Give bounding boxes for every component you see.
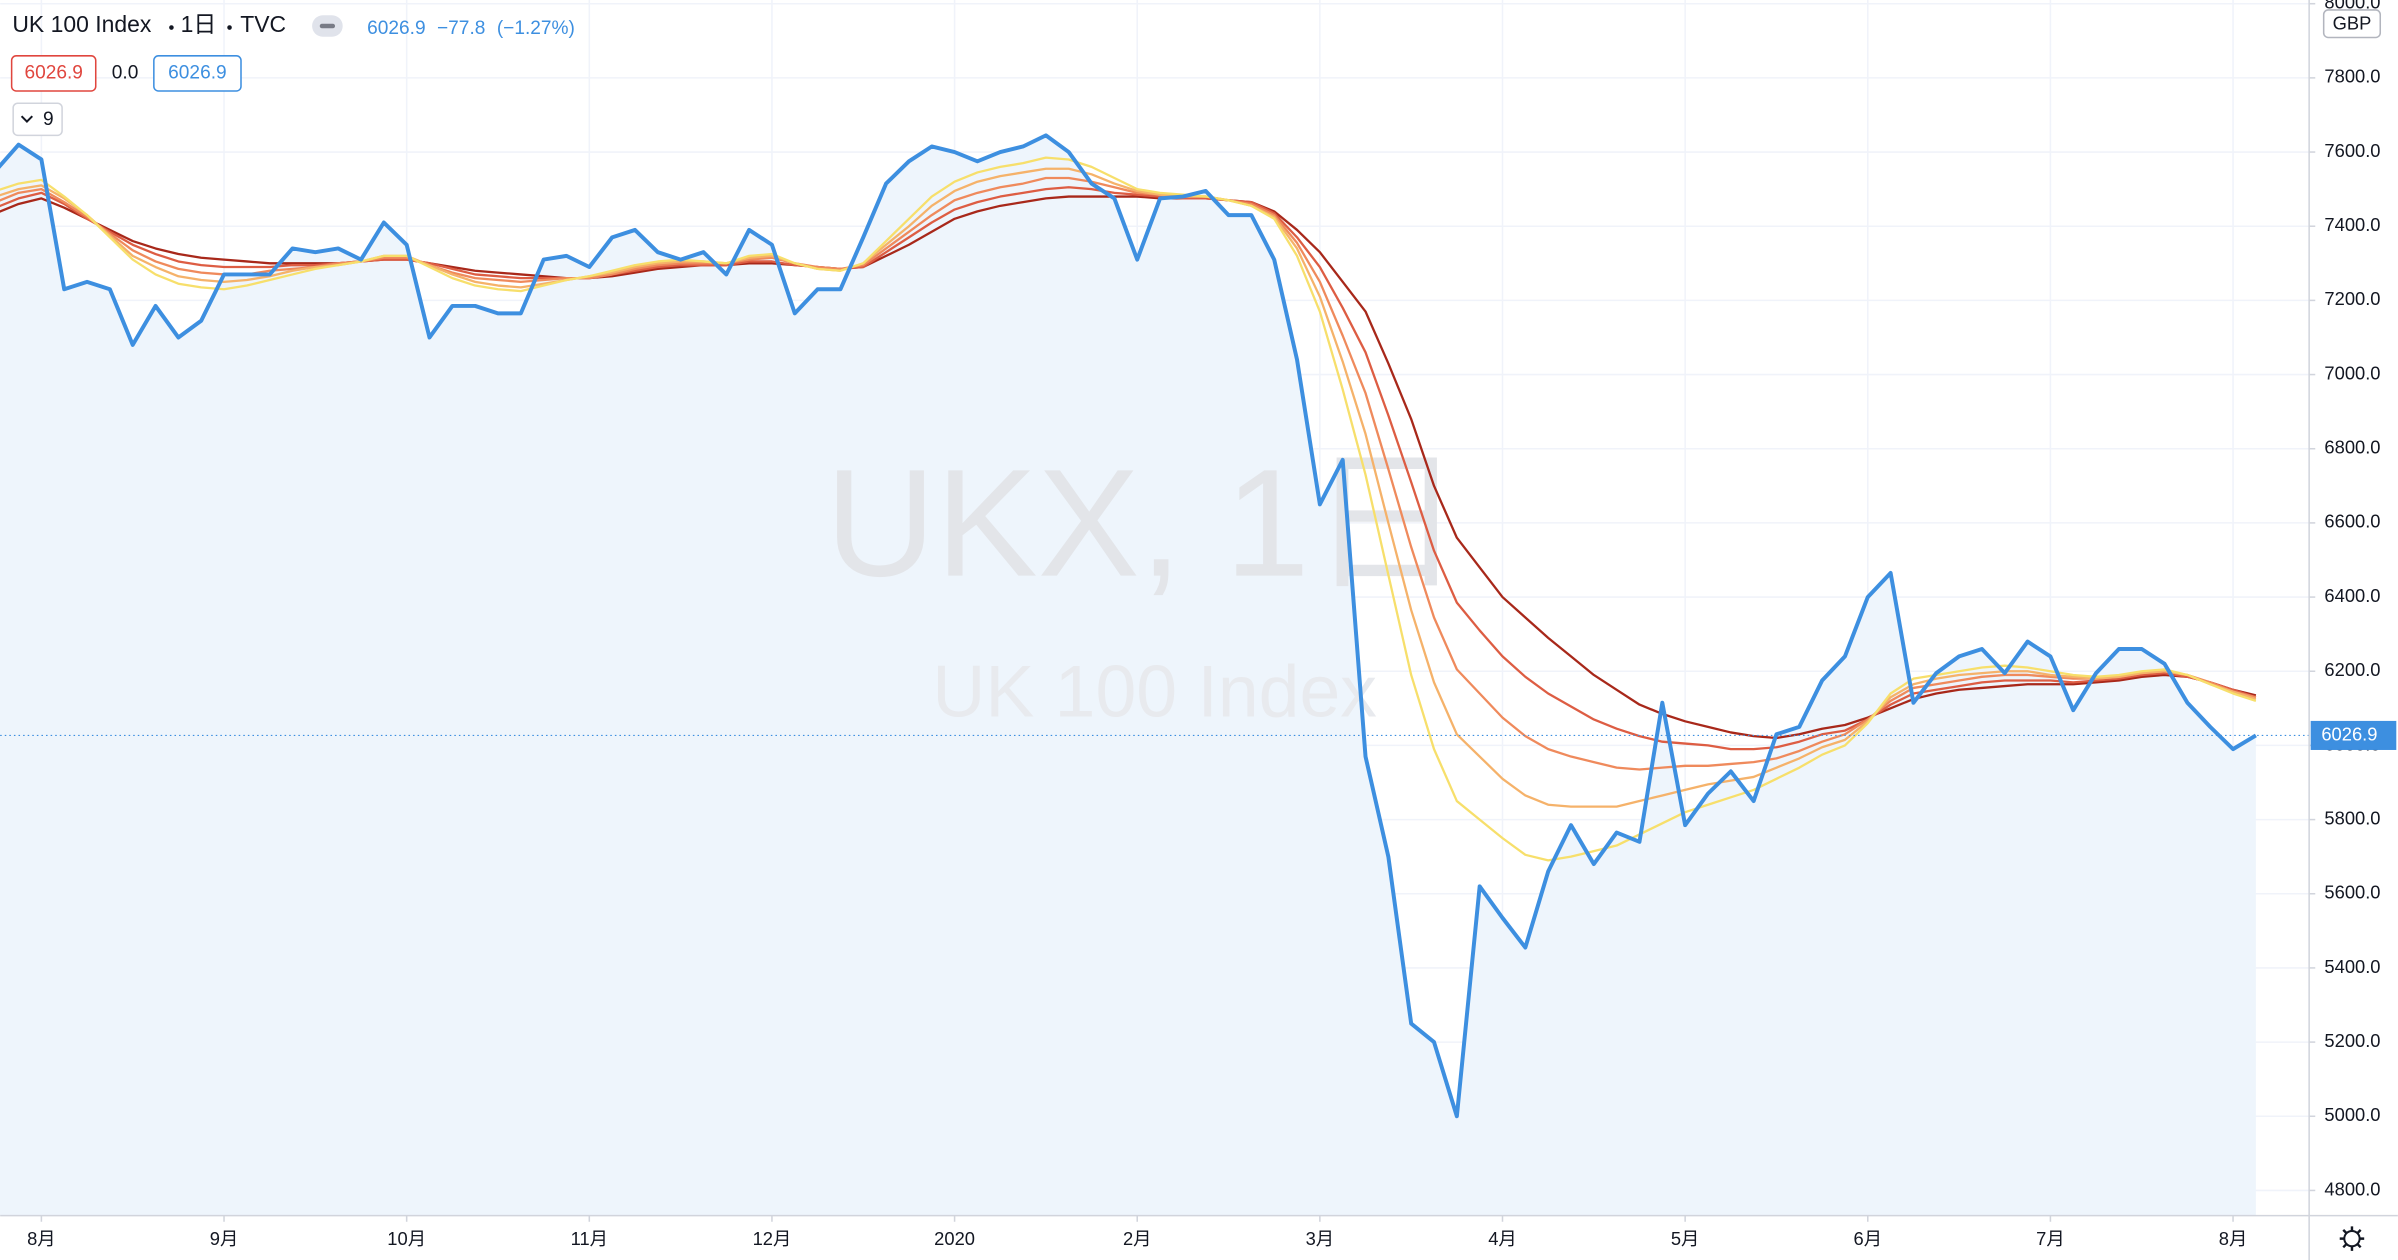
y-tick-label: 5800.0 <box>2324 807 2380 828</box>
y-tick-label: 6200.0 <box>2324 659 2380 680</box>
x-tick-label: 7月 <box>2036 1228 2065 1249</box>
y-tick-label: 6600.0 <box>2324 511 2380 532</box>
x-tick-label: 5月 <box>1671 1228 1700 1249</box>
x-tick-label: 12月 <box>753 1228 792 1249</box>
y-tick-label: 5000.0 <box>2324 1104 2380 1125</box>
x-tick-label: 8月 <box>2219 1228 2248 1249</box>
last-price-box <box>2310 720 2397 750</box>
x-tick-label: 10月 <box>387 1228 426 1249</box>
x-tick-label: 2020 <box>934 1228 975 1249</box>
y-tick-label: 5600.0 <box>2324 882 2380 903</box>
symbol: UK 100 Index <box>12 11 151 37</box>
watermark-description: UK 100 Index <box>932 651 1377 733</box>
indicator-input-box[interactable] <box>10 55 97 92</box>
x-tick-label: 2月 <box>1123 1228 1152 1249</box>
last-price: 6026.9 <box>367 18 425 39</box>
change: −77.8 <box>437 18 485 39</box>
price-line <box>0 133 2257 1119</box>
ohlc-legend: 6026.9 −77.8 (−1.27%) <box>367 18 575 39</box>
gear-teeth <box>2339 1226 2365 1251</box>
y-tick-label: 7600.0 <box>2324 140 2380 161</box>
chevron-icon <box>20 115 33 123</box>
y-tick-label: 7000.0 <box>2324 362 2380 383</box>
indicator-input: 0.0 <box>112 62 139 83</box>
indicator-count: 9 <box>43 109 54 130</box>
x-tick-label: 4月 <box>1488 1228 1517 1249</box>
indicator-input: 6026.9 <box>168 62 226 83</box>
change-percent: (−1.27%) <box>497 18 575 39</box>
y-tick-label: 4800.0 <box>2324 1178 2380 1199</box>
x-tick-label: 6月 <box>1854 1228 1883 1249</box>
toggle-icon <box>319 23 336 29</box>
y-tick-label: 6400.0 <box>2324 585 2380 606</box>
settings-icon[interactable] <box>2339 1226 2365 1251</box>
x-tick-label: 3月 <box>1306 1228 1335 1249</box>
collapse-button[interactable] <box>12 102 63 137</box>
ema-line <box>0 156 2257 862</box>
plot-area <box>0 0 2310 1216</box>
y-tick-label: 7400.0 <box>2324 214 2380 235</box>
y-tick-label: 6800.0 <box>2324 437 2380 458</box>
y-tick-label: 7800.0 <box>2324 66 2380 87</box>
x-tick-label: 9月 <box>210 1228 239 1249</box>
x-tick-label: 11月 <box>571 1228 608 1249</box>
exchange: TVC <box>240 11 286 37</box>
watermark-ticker: UKX, 1日 <box>825 439 1462 609</box>
area <box>0 135 2256 1216</box>
last-price-label: 6026.9 <box>2321 723 2377 744</box>
x-tick-label: 8月 <box>27 1228 56 1249</box>
indicator-input: 6026.9 <box>24 62 82 83</box>
y-tick-label: 7200.0 <box>2324 288 2380 309</box>
y-tick-label: 5200.0 <box>2324 1030 2380 1051</box>
currency: GBP <box>2333 12 2372 33</box>
interval[interactable]: 1日 <box>181 11 217 37</box>
currency-box[interactable] <box>2322 9 2382 39</box>
axes: 4800.05000.05200.05400.05600.05800.06000… <box>27 0 2397 1249</box>
separator <box>169 25 174 30</box>
y-tick-label: 5400.0 <box>2324 956 2380 977</box>
separator <box>227 25 232 30</box>
symbol-title[interactable]: UK 100 Index <box>12 11 151 37</box>
indicator-input-box[interactable] <box>153 55 242 92</box>
series-layer <box>0 133 2310 1119</box>
